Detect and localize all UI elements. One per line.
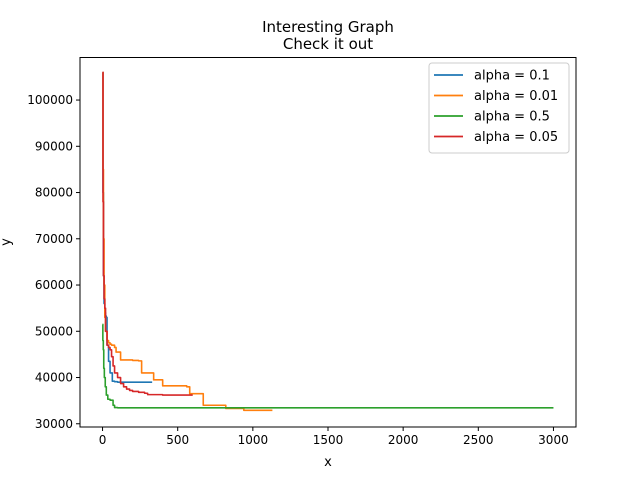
x-tick-label-1: 500 [166, 433, 189, 447]
y-axis-label: y [0, 238, 14, 246]
y-tick-label-1: 40000 [35, 371, 73, 385]
series-layer [102, 71, 554, 412]
y-tick-label-3: 60000 [35, 278, 73, 292]
y-axis: 30000 40000 50000 60000 70000 80000 90000 10000… [27, 93, 80, 431]
x-axis: 0 500 1000 1500 2000 2500 3000 [99, 427, 569, 447]
x-tick-label-6: 3000 [538, 433, 569, 447]
y-tick-label-2: 50000 [35, 324, 73, 338]
legend-items: alpha = 0.1 alpha = 0.01 alpha = 0.5 alpha … [434, 69, 558, 145]
legend-label-3: alpha = 0.05 [474, 130, 558, 145]
x-axis-label: x [324, 455, 332, 470]
legend-label-2: alpha = 0.5 [474, 110, 550, 125]
y-tick-label-6: 90000 [35, 139, 73, 153]
y-tick-label-0: 30000 [35, 417, 73, 431]
legend-box [428, 62, 570, 154]
y-tick-label-4: 70000 [35, 232, 73, 246]
legend-label-1: alpha = 0.01 [474, 89, 558, 104]
x-tick-label-4: 2000 [388, 433, 419, 447]
series-line-2 [102, 323, 554, 409]
series-line-1 [102, 71, 273, 412]
chart-subtitle: Check it out [283, 35, 373, 53]
x-tick-label-5: 2500 [463, 433, 494, 447]
series-line-0 [102, 71, 153, 383]
x-tick-label-2: 1000 [238, 433, 269, 447]
chart-title: Interesting Graph [262, 18, 394, 36]
y-tick-label-7: 100000 [27, 93, 73, 107]
legend-label-0: alpha = 0.1 [474, 69, 550, 84]
y-tick-label-5: 80000 [35, 186, 73, 200]
x-tick-label-0: 0 [99, 433, 107, 447]
x-tick-label-3: 1500 [313, 433, 344, 447]
series-line-3 [102, 71, 193, 396]
legend: alpha = 0.1 alpha = 0.01 alpha = 0.5 alpha … [428, 62, 570, 154]
